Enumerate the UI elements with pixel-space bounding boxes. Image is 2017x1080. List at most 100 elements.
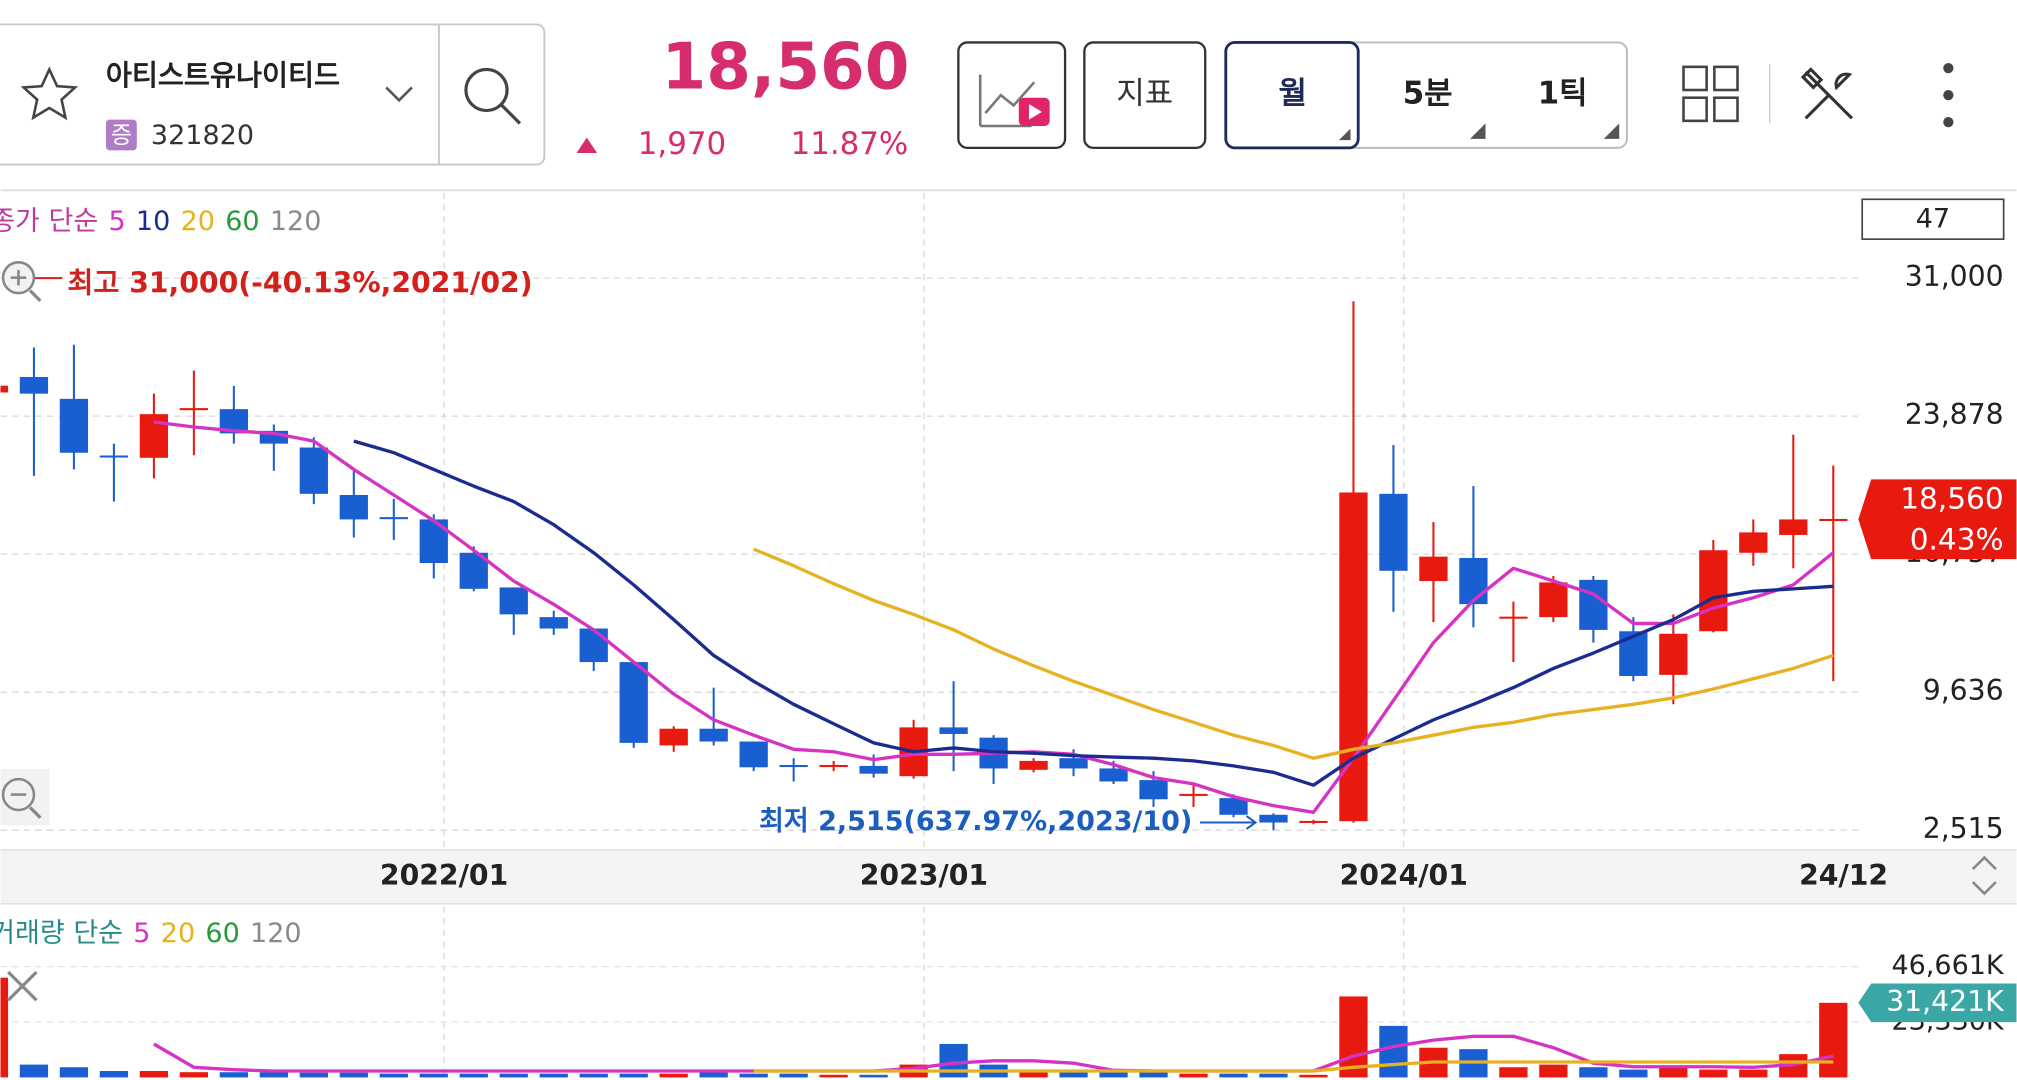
candle-body bbox=[339, 494, 368, 520]
volume-bar bbox=[1099, 1072, 1128, 1078]
volume-bar bbox=[1539, 1064, 1568, 1078]
volume-bar bbox=[1019, 1071, 1048, 1078]
price-tag-value: 18,560 bbox=[1900, 481, 2003, 515]
candle-body bbox=[1019, 760, 1048, 770]
layout-icon[interactable] bbox=[1682, 65, 1739, 123]
more-icon[interactable] bbox=[1943, 63, 1954, 128]
candle-body bbox=[1179, 793, 1208, 796]
stock-name: 아티스트유나이티드 bbox=[106, 59, 340, 92]
candle-body bbox=[1539, 582, 1568, 618]
candle-body bbox=[0, 385, 9, 393]
legend-entry: 20 bbox=[181, 206, 215, 237]
candle-body bbox=[19, 376, 49, 394]
dropdown-chevron[interactable] bbox=[385, 86, 413, 103]
close-icon[interactable] bbox=[7, 970, 38, 1002]
legend-title: 종가 단순 bbox=[0, 206, 98, 237]
volume-bar bbox=[1059, 1071, 1088, 1078]
legend-entry: 20 bbox=[161, 918, 195, 949]
volume-bar bbox=[0, 977, 9, 1078]
volume-bar bbox=[219, 1072, 248, 1078]
candle-body bbox=[139, 414, 169, 458]
volume-bar bbox=[779, 1073, 808, 1078]
candle-body bbox=[1379, 493, 1408, 571]
candle-body bbox=[659, 728, 688, 746]
candle-body bbox=[499, 587, 528, 615]
zoom-in-icon[interactable] bbox=[1, 261, 42, 302]
period-month[interactable]: 월 bbox=[1278, 76, 1306, 112]
y-tick-label: 2,515 bbox=[1923, 812, 2004, 845]
candle-body bbox=[1099, 768, 1128, 782]
moving-average bbox=[153, 1034, 1834, 1073]
volume-plot bbox=[0, 906, 1859, 1078]
candle-body bbox=[1499, 616, 1528, 619]
volume-bar bbox=[579, 1073, 608, 1078]
volume-bar bbox=[1659, 1067, 1688, 1078]
y-tick-label: 23,878 bbox=[1905, 398, 2004, 431]
stock-code: 321820 bbox=[151, 120, 254, 151]
legend-entry: 10 bbox=[136, 206, 170, 237]
candle-body bbox=[1579, 579, 1608, 630]
up-triangle bbox=[576, 137, 598, 153]
legend-entry: 5 bbox=[108, 206, 125, 237]
price-tag bbox=[1858, 479, 2017, 560]
favorite-star[interactable] bbox=[20, 66, 79, 121]
candle-body bbox=[1779, 519, 1808, 535]
counter: 47 bbox=[1916, 203, 1950, 234]
price-change: 1,970 bbox=[638, 126, 726, 162]
candle-body bbox=[1739, 532, 1768, 553]
moving-average bbox=[753, 1060, 1834, 1073]
chart-icon bbox=[978, 74, 1036, 128]
chart-video-button[interactable] bbox=[957, 41, 1067, 150]
x-tick-label: 2023/01 bbox=[860, 859, 988, 892]
period-tick[interactable]: 1틱 bbox=[1538, 76, 1588, 112]
volume-bar bbox=[1299, 1074, 1328, 1078]
volume-bar bbox=[1339, 996, 1368, 1078]
overlay: 31,00023,87816,7579,6362,5152022/012023/… bbox=[0, 206, 2017, 1037]
volume-bar bbox=[59, 1067, 89, 1078]
zoom-out-icon[interactable] bbox=[0, 768, 50, 826]
candle-body bbox=[1699, 550, 1728, 632]
price-change-rate: 11.87% bbox=[791, 126, 909, 162]
candle-body bbox=[859, 765, 888, 774]
volume-bar bbox=[419, 1073, 448, 1078]
candle-body bbox=[1819, 518, 1848, 522]
volume-bar bbox=[139, 1071, 169, 1078]
period-5min[interactable]: 5분 bbox=[1403, 76, 1453, 112]
volume-bar bbox=[379, 1073, 408, 1078]
tools-icon[interactable] bbox=[1800, 67, 1854, 120]
x-tick-label: 2024/01 bbox=[1340, 859, 1468, 892]
indicator-button[interactable] bbox=[1083, 41, 1207, 150]
period-selected[interactable] bbox=[1224, 41, 1360, 150]
period-corners bbox=[1338, 123, 1620, 141]
volume-tag-value: 31,421K bbox=[1886, 985, 2005, 1018]
candle-body bbox=[619, 662, 648, 743]
x-tick-label: 2022/01 bbox=[380, 859, 508, 892]
candle-body bbox=[739, 741, 768, 768]
search-icon[interactable] bbox=[464, 67, 522, 125]
volume-bar bbox=[619, 1073, 648, 1078]
legend-entry: 5 bbox=[133, 918, 150, 949]
volume-bar bbox=[1619, 1069, 1648, 1078]
candle-body bbox=[179, 408, 209, 411]
market-badge-text: 증 bbox=[111, 123, 132, 149]
play-icon bbox=[1029, 104, 1042, 120]
y-tick-label: 31,000 bbox=[1905, 260, 2004, 293]
volume-bar bbox=[1699, 1069, 1728, 1078]
volume-bar bbox=[539, 1073, 568, 1078]
market-badge bbox=[105, 119, 137, 151]
volume-bar bbox=[299, 1072, 328, 1078]
x-axis-band bbox=[0, 849, 2017, 904]
candle-body bbox=[939, 727, 968, 734]
volume-tag bbox=[1858, 983, 2017, 1023]
scroll-arrows[interactable] bbox=[1971, 855, 1997, 896]
candle-body bbox=[1259, 814, 1288, 823]
volume-bar bbox=[1499, 1067, 1528, 1078]
volume-bar bbox=[339, 1072, 368, 1078]
stock-box[interactable] bbox=[0, 23, 546, 166]
candle-body bbox=[1059, 758, 1088, 769]
candle-body bbox=[819, 765, 848, 768]
candle-body bbox=[99, 455, 129, 458]
candle-body bbox=[779, 765, 808, 768]
candle-body bbox=[1659, 633, 1688, 675]
candle-body bbox=[1299, 820, 1328, 823]
